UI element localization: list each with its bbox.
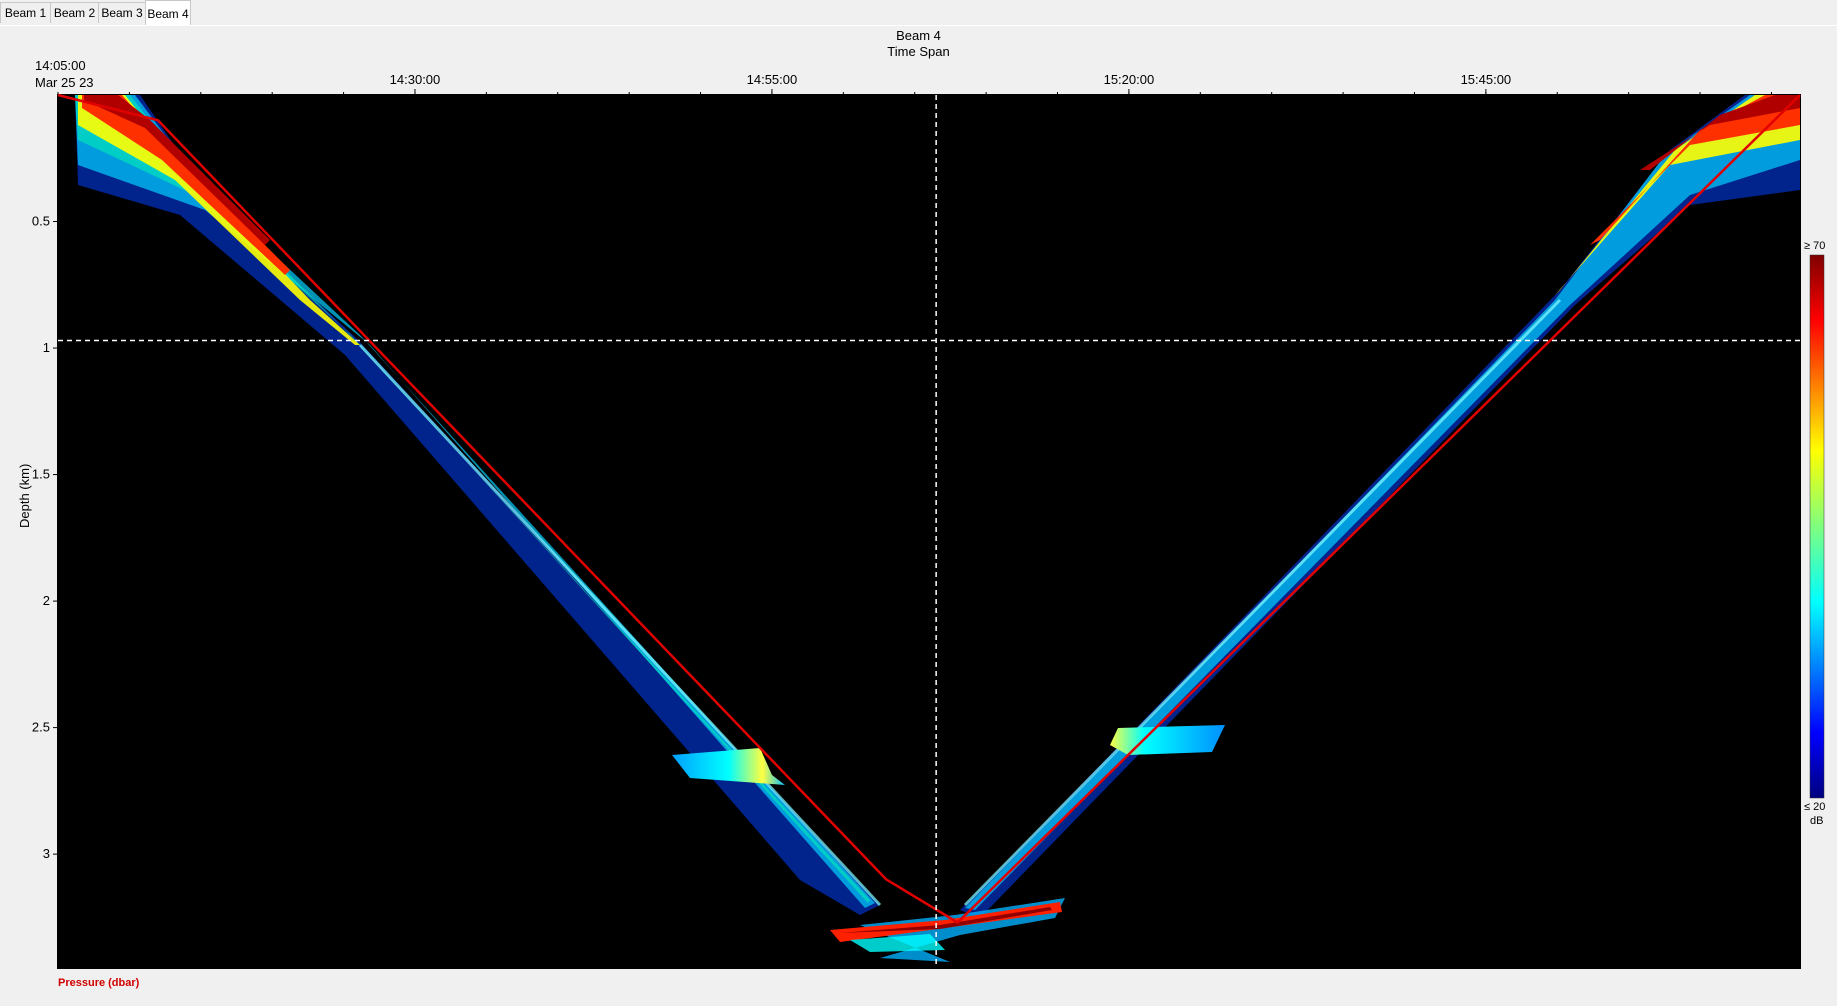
x-tick-label-3: 15:45:00 <box>1461 72 1512 87</box>
descending-echo <box>75 95 882 915</box>
y-tick-label-0: 0.5 <box>32 214 50 229</box>
x-tick-label-0: 14:30:00 <box>390 72 441 87</box>
x-tick-label-2: 15:20:00 <box>1104 72 1155 87</box>
colorbar-unit-label: dB <box>1810 815 1824 827</box>
bottom-echo <box>830 898 1065 962</box>
tab-beam-4[interactable]: Beam 4 <box>145 0 191 26</box>
tab-beam-2[interactable]: Beam 2 <box>50 2 99 23</box>
plot-frame <box>57 94 1801 969</box>
pressure-legend-label: Pressure (dbar) <box>58 977 140 989</box>
plot-title: Beam 4 <box>896 28 941 43</box>
x-axis-ticks: 14:30:00 14:55:00 15:20:00 15:45:00 <box>390 72 1512 95</box>
y-tick-label-5: 3 <box>43 846 50 861</box>
y-axis-ticks: 0.5 1 1.5 2 2.5 3 <box>32 214 58 861</box>
start-date-label: Mar 25 23 <box>35 75 94 90</box>
mid-echo-left <box>672 748 785 785</box>
tab-bar: Beam 1 Beam 2 Beam 3 Beam 4 <box>0 0 1837 27</box>
mid-echo-right <box>1110 725 1225 755</box>
tab-beam-3[interactable]: Beam 3 <box>98 2 146 23</box>
y-tick-label-4: 2.5 <box>32 720 50 735</box>
y-tick-label-1: 1 <box>43 340 50 355</box>
y-tick-label-3: 2 <box>43 593 50 608</box>
x-tick-label-1: 14:55:00 <box>747 72 798 87</box>
plot-subtitle: Time Span <box>887 44 950 59</box>
plot-area[interactable] <box>58 95 1800 968</box>
start-time-label: 14:05:00 <box>35 58 86 73</box>
colorbar-min-label: ≤ 20 <box>1804 801 1826 813</box>
colorbar <box>1809 254 1825 799</box>
colorbar-max-label: ≥ 70 <box>1804 240 1826 252</box>
y-tick-label-2: 1.5 <box>32 467 50 482</box>
pressure-line <box>57 93 1801 925</box>
